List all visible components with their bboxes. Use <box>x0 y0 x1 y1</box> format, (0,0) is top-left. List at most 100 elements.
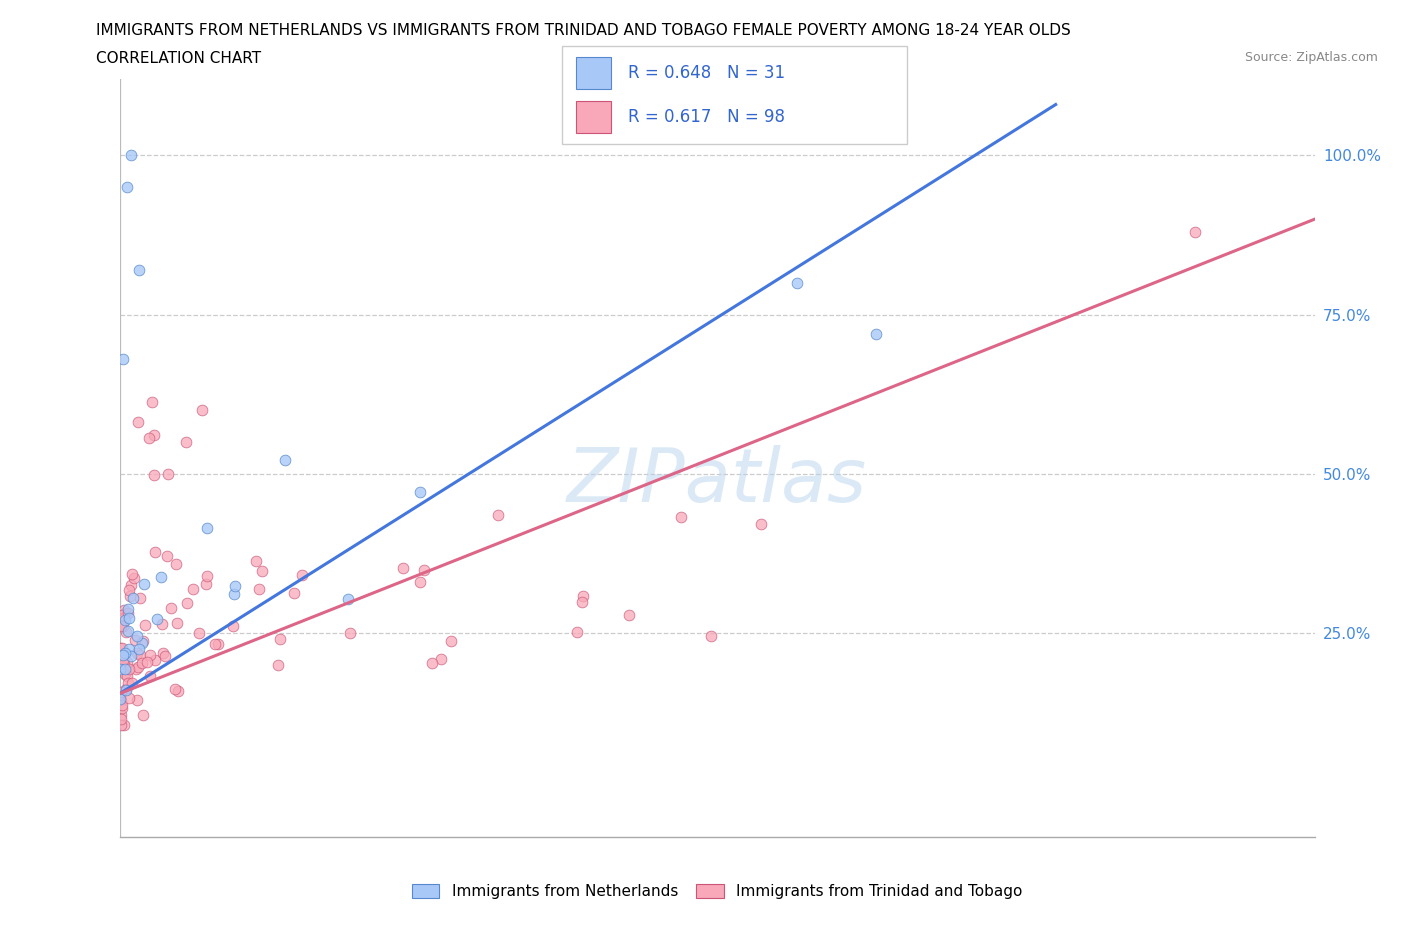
Point <box>117 605 139 620</box>
Point <box>131 635 153 650</box>
Text: Source: ZipAtlas.com: Source: ZipAtlas.com <box>1244 51 1378 64</box>
Point <box>176 434 198 449</box>
Point <box>108 689 131 704</box>
Point <box>157 467 180 482</box>
Point <box>392 561 415 576</box>
Point <box>121 566 143 581</box>
Point <box>422 656 444 671</box>
Point <box>1184 224 1206 239</box>
Point <box>181 582 204 597</box>
Point <box>121 676 143 691</box>
FancyBboxPatch shape <box>576 101 610 133</box>
Point <box>166 556 188 571</box>
Point <box>153 648 176 663</box>
Text: R = 0.648   N = 31: R = 0.648 N = 31 <box>628 64 785 83</box>
Text: R = 0.617   N = 98: R = 0.617 N = 98 <box>628 108 785 126</box>
Point <box>111 641 134 656</box>
Point <box>114 667 136 682</box>
Point <box>115 669 138 684</box>
Point <box>110 661 132 676</box>
Point <box>132 633 155 648</box>
Point <box>671 510 693 525</box>
Point <box>115 683 138 698</box>
Point <box>572 588 595 603</box>
Point <box>110 684 132 699</box>
Point <box>167 684 190 699</box>
Point <box>114 662 136 677</box>
Point <box>124 662 146 677</box>
Point <box>111 698 134 712</box>
Point <box>110 692 132 707</box>
Point <box>283 586 305 601</box>
Point <box>222 587 245 602</box>
Point <box>156 549 179 564</box>
Point <box>117 179 139 194</box>
Point <box>291 567 314 582</box>
Point <box>120 589 142 604</box>
Text: IMMIGRANTS FROM NETHERLANDS VS IMMIGRANTS FROM TRINIDAD AND TOBAGO FEMALE POVERT: IMMIGRANTS FROM NETHERLANDS VS IMMIGRANT… <box>96 23 1070 38</box>
Point <box>111 607 134 622</box>
Point <box>430 652 453 667</box>
Point <box>266 658 288 672</box>
Point <box>142 468 165 483</box>
Point <box>166 616 188 631</box>
Point <box>699 629 721 644</box>
Point <box>413 563 436 578</box>
Point <box>195 577 218 591</box>
Point <box>131 708 153 723</box>
Point <box>114 613 136 628</box>
Point <box>108 640 131 655</box>
Point <box>111 647 134 662</box>
Point <box>112 603 135 618</box>
Point <box>274 453 297 468</box>
Point <box>128 262 150 277</box>
Point <box>129 591 152 605</box>
Point <box>176 595 198 610</box>
Point <box>120 649 142 664</box>
Point <box>129 647 152 662</box>
Point <box>111 618 134 633</box>
Point <box>138 431 160 445</box>
Point <box>125 693 148 708</box>
Point <box>204 637 226 652</box>
Point <box>195 568 218 583</box>
Point <box>440 633 463 648</box>
Point <box>408 575 430 590</box>
Point <box>110 618 132 633</box>
Point <box>245 553 267 568</box>
Point <box>146 612 169 627</box>
Point <box>134 618 156 632</box>
Point <box>269 631 291 646</box>
Point <box>749 516 772 531</box>
FancyBboxPatch shape <box>562 46 907 144</box>
Point <box>188 625 211 640</box>
Point <box>112 718 135 733</box>
Point <box>120 578 142 592</box>
Point <box>127 646 149 661</box>
Point <box>150 617 173 631</box>
Point <box>114 605 136 620</box>
Point <box>160 600 183 615</box>
Point <box>124 570 146 585</box>
Point <box>128 642 150 657</box>
Point <box>131 656 153 671</box>
Point <box>190 403 212 418</box>
Text: CORRELATION CHART: CORRELATION CHART <box>96 51 260 66</box>
Point <box>115 682 138 697</box>
Point <box>115 655 138 670</box>
Point <box>165 682 187 697</box>
Point <box>117 602 139 617</box>
Point <box>486 508 509 523</box>
Point <box>222 618 245 633</box>
Point <box>152 645 174 660</box>
Point <box>112 610 135 625</box>
Point <box>110 692 132 707</box>
Point <box>339 626 361 641</box>
Point <box>250 564 273 578</box>
Point <box>112 657 135 671</box>
Point <box>112 352 135 366</box>
Point <box>111 658 134 673</box>
Point <box>118 691 141 706</box>
Text: ZIPatlas: ZIPatlas <box>567 445 868 517</box>
Point <box>865 326 887 341</box>
